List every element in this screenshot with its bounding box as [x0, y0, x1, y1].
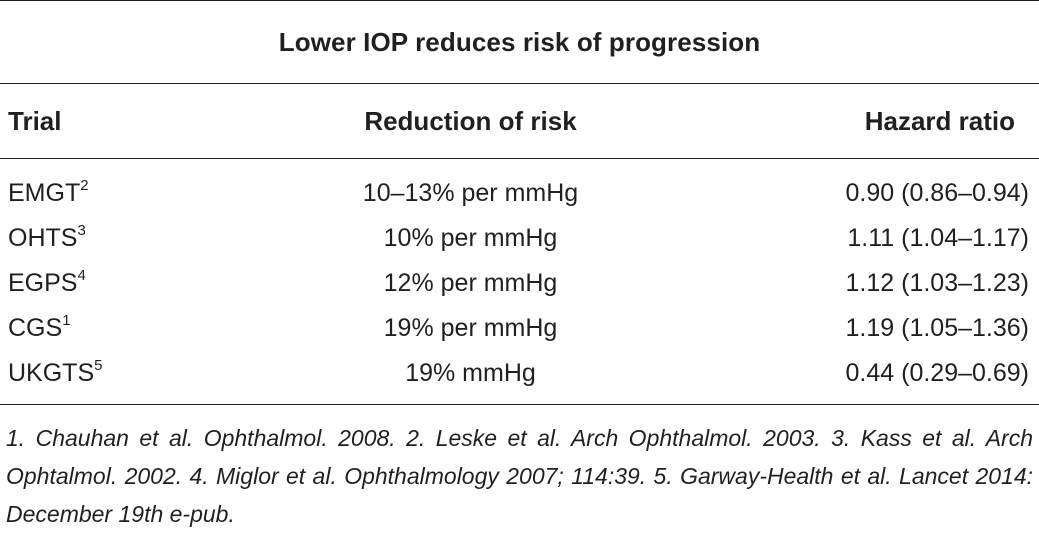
reduction-cell: 19% per mmHg — [383, 314, 558, 342]
hazard-cell: 0.90 (0.86–0.94) — [845, 179, 1029, 207]
trial-name: CGS — [8, 314, 63, 342]
trial-name: UKGTS — [8, 359, 95, 387]
trial-cell: UKGTS5 — [0, 356, 270, 388]
table-row: UKGTS5 19% mmHg 0.44 (0.29–0.69) — [0, 351, 1039, 396]
trial-cell: CGS1 — [0, 311, 270, 343]
table-row: CGS1 19% per mmHg 1.19 (1.05–1.36) — [0, 306, 1039, 351]
header-trial: Trial — [8, 105, 62, 136]
header-reduction: Reduction of risk — [364, 105, 577, 136]
trial-cell: OHTS3 — [0, 221, 270, 253]
trial-reference: 4 — [77, 266, 86, 284]
trial-reference: 5 — [94, 356, 103, 374]
trial-name: EGPS — [8, 269, 78, 297]
hazard-cell: 1.19 (1.05–1.36) — [845, 314, 1029, 342]
reduction-cell: 10% per mmHg — [383, 224, 558, 252]
header-rule — [0, 158, 1039, 159]
trial-reference: 3 — [77, 221, 86, 239]
header-hazard: Hazard ratio — [864, 105, 1015, 136]
hazard-cell: 1.12 (1.03–1.23) — [845, 269, 1029, 297]
table-body: EMGT2 10–13% per mmHg 0.90 (0.86–0.94) O… — [0, 159, 1039, 404]
header-row: Trial Reduction of risk Hazard ratio — [0, 84, 1039, 158]
table-footnote: 1. Chauhan et al. Ophthalmol. 2008. 2. L… — [6, 425, 1033, 527]
trial-name: EMGT — [8, 179, 81, 207]
hazard-cell: 1.11 (1.04–1.17) — [847, 224, 1029, 252]
reduction-cell: 19% mmHg — [405, 359, 536, 387]
table-title: Lower IOP reduces risk of progression — [278, 26, 761, 57]
table-row: EGPS4 12% per mmHg 1.12 (1.03–1.23) — [0, 261, 1039, 306]
trial-cell: EMGT2 — [0, 176, 270, 208]
trial-reference: 2 — [80, 176, 89, 194]
trial-name: OHTS — [8, 224, 78, 252]
trial-reference: 1 — [62, 311, 71, 329]
table-row: OHTS3 10% per mmHg 1.11 (1.04–1.17) — [0, 216, 1039, 261]
top-rule — [0, 0, 1039, 1]
trial-cell: EGPS4 — [0, 266, 270, 298]
reduction-cell: 10–13% per mmHg — [362, 179, 579, 207]
table-row: EMGT2 10–13% per mmHg 0.90 (0.86–0.94) — [0, 171, 1039, 216]
reduction-cell: 12% per mmHg — [383, 269, 558, 297]
title-rule — [0, 83, 1039, 84]
bottom-rule — [0, 404, 1039, 405]
hazard-cell: 0.44 (0.29–0.69) — [845, 359, 1029, 387]
